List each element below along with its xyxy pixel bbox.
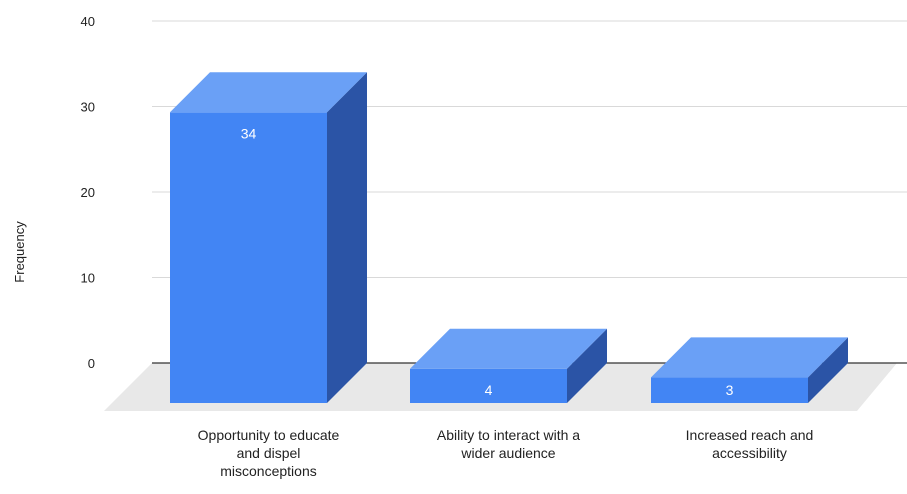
bar-top <box>410 328 607 369</box>
bar-data-label: 34 <box>241 125 257 141</box>
x-category-label: Increased reach and accessibility <box>686 427 814 461</box>
bar-front <box>170 112 327 404</box>
y-tick-label: 0 <box>88 356 95 371</box>
bar-side <box>808 337 848 403</box>
bar: 3 <box>651 337 848 403</box>
bar-data-label: 3 <box>726 382 734 398</box>
bar-data-label: 4 <box>485 382 493 398</box>
bar: 4 <box>410 328 607 403</box>
y-tick-label: 40 <box>81 14 95 29</box>
y-axis-title: Frequency <box>12 221 27 283</box>
y-tick-label: 20 <box>81 185 95 200</box>
bars: 34 4 3 <box>170 72 848 404</box>
x-axis-labels: Opportunity to educate and dispel misconce… <box>198 427 814 479</box>
bar-side <box>327 72 367 404</box>
bar-top <box>170 72 367 113</box>
bar-front <box>410 368 567 403</box>
bar-side <box>567 328 607 403</box>
x-category-label: Opportunity to educate and dispel misconce… <box>198 427 340 479</box>
bar: 34 <box>170 72 367 404</box>
y-tick-label: 10 <box>81 271 95 286</box>
bar-top <box>651 337 848 378</box>
bar-front <box>651 377 808 403</box>
y-tick-label: 30 <box>81 100 95 115</box>
y-axis-ticks: 0 10 20 30 40 <box>81 14 95 371</box>
x-category-label: Ability to interact with a wider audience <box>437 427 580 461</box>
